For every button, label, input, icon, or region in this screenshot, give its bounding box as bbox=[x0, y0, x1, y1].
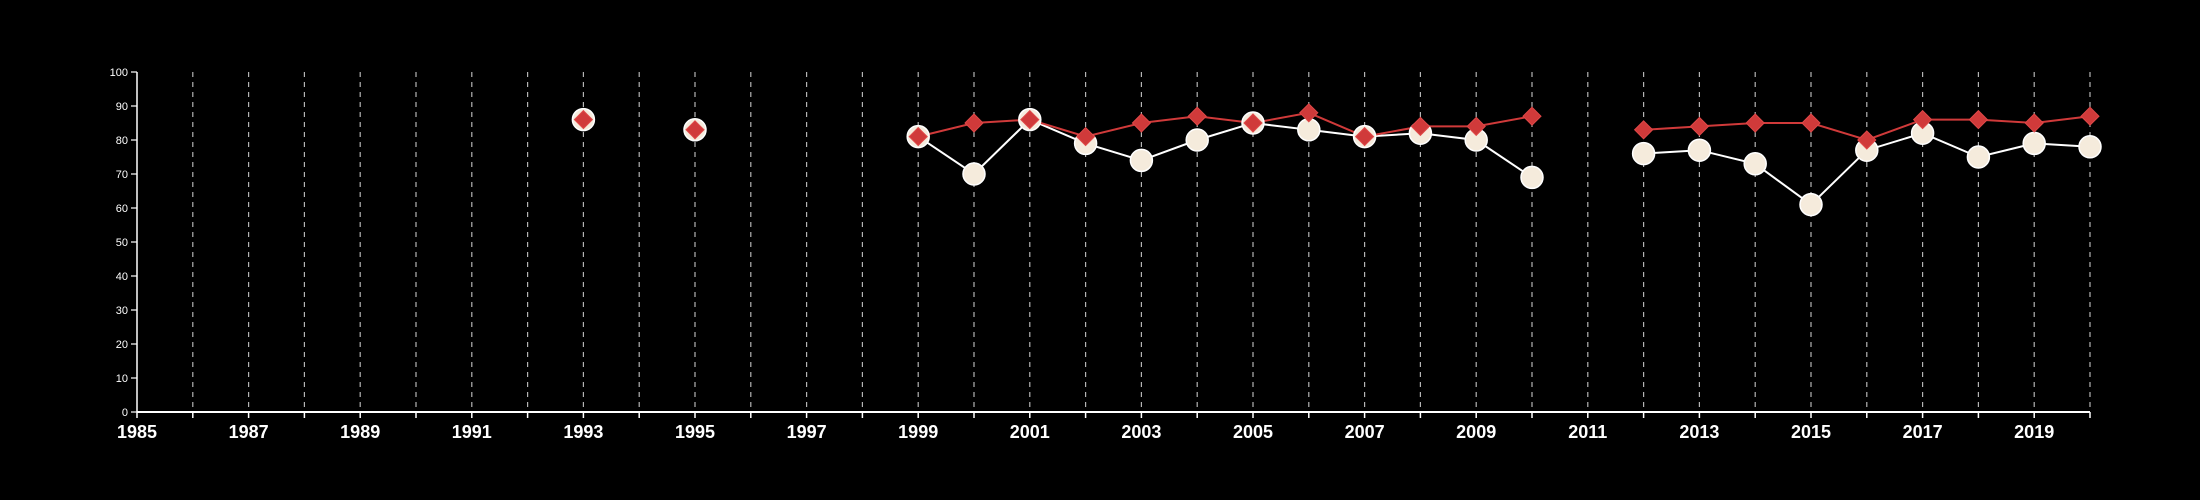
data-point-diamond bbox=[2080, 106, 2100, 126]
y-tick-label: 100 bbox=[110, 67, 128, 79]
data-point-circle bbox=[1129, 148, 1154, 173]
data-point-diamond bbox=[1522, 106, 1542, 126]
data-point-circle bbox=[1743, 152, 1767, 176]
x-tick-label: 2005 bbox=[1233, 422, 1273, 442]
data-point-circle bbox=[962, 162, 986, 186]
data-point-diamond bbox=[1466, 116, 1486, 137]
data-point-diamond bbox=[1968, 109, 1989, 130]
y-tick-label: 30 bbox=[116, 305, 128, 317]
data-point-diamond bbox=[1857, 130, 1877, 150]
data-point-diamond bbox=[1354, 126, 1375, 147]
x-axis: 1985 1987 1989 1991 1993 1995 1997 1999 2001 2003… bbox=[117, 411, 2091, 442]
data-point-diamond bbox=[1020, 109, 1040, 130]
data-point-diamond bbox=[1075, 126, 1096, 147]
data-point-diamond bbox=[908, 126, 928, 147]
x-tick-label: 1985 bbox=[117, 422, 157, 442]
data-point-diamond bbox=[1243, 113, 1263, 133]
y-axis: 0 10 20 30 40 50 60 70 80 90 100 bbox=[110, 67, 138, 419]
y-tick-label: 70 bbox=[116, 169, 128, 181]
data-point-circle bbox=[1966, 145, 1991, 169]
y-tick-label: 60 bbox=[116, 203, 128, 215]
data-point-circle bbox=[1687, 138, 1712, 162]
data-point-diamond bbox=[1633, 120, 1654, 140]
x-tick-label: 1993 bbox=[563, 422, 603, 442]
data-point-diamond bbox=[2024, 113, 2044, 133]
y-tick-label: 80 bbox=[116, 135, 128, 147]
y-tick-label: 20 bbox=[116, 339, 128, 351]
data-point-circle bbox=[1520, 165, 1544, 190]
x-tick-label: 2003 bbox=[1121, 422, 1161, 442]
x-tick-label: 2015 bbox=[1791, 422, 1831, 442]
data-point-diamond bbox=[1912, 109, 1933, 130]
data-point-diamond bbox=[1689, 116, 1710, 137]
x-tick-label: 2013 bbox=[1679, 422, 1719, 442]
x-tick-label: 1997 bbox=[787, 422, 827, 442]
data-point-circle bbox=[1185, 128, 1209, 152]
y-tick-label: 10 bbox=[116, 373, 128, 385]
data-point-diamond bbox=[1801, 113, 1821, 133]
y-tick-label: 40 bbox=[116, 271, 128, 283]
data-point-circle bbox=[2078, 135, 2102, 159]
data-point-circle bbox=[2022, 131, 2046, 156]
data-point-diamond bbox=[1187, 106, 1207, 126]
x-tick-label: 1991 bbox=[452, 422, 492, 442]
data-point-diamond bbox=[1745, 113, 1765, 133]
data-point-diamond bbox=[964, 113, 984, 133]
data-point-diamond bbox=[685, 120, 705, 140]
x-tick-label: 2017 bbox=[1903, 422, 1943, 442]
x-tick-label: 2007 bbox=[1345, 422, 1385, 442]
data-point-diamond bbox=[1410, 116, 1431, 137]
y-tick-label: 90 bbox=[116, 101, 128, 113]
x-tick-label: 1989 bbox=[340, 422, 380, 442]
x-tick-label: 1995 bbox=[675, 422, 715, 442]
vertical-gridlines bbox=[192, 72, 2091, 412]
series-markers bbox=[571, 103, 2102, 217]
data-point-circle bbox=[1631, 141, 1656, 166]
data-point-diamond bbox=[1131, 113, 1152, 133]
x-tick-label: 2019 bbox=[2014, 422, 2054, 442]
data-point-diamond bbox=[573, 109, 594, 130]
data-point-circle bbox=[1799, 192, 1823, 217]
x-tick-label: 1999 bbox=[898, 422, 938, 442]
x-tick-label: 2001 bbox=[1010, 422, 1050, 442]
x-tick-label: 1987 bbox=[229, 422, 269, 442]
x-tick-label: 2011 bbox=[1568, 422, 1607, 442]
y-tick-label: 50 bbox=[116, 237, 128, 249]
x-tick-label: 2009 bbox=[1456, 422, 1496, 442]
data-point-diamond bbox=[1299, 103, 1319, 123]
y-tick-label: 0 bbox=[122, 407, 128, 419]
